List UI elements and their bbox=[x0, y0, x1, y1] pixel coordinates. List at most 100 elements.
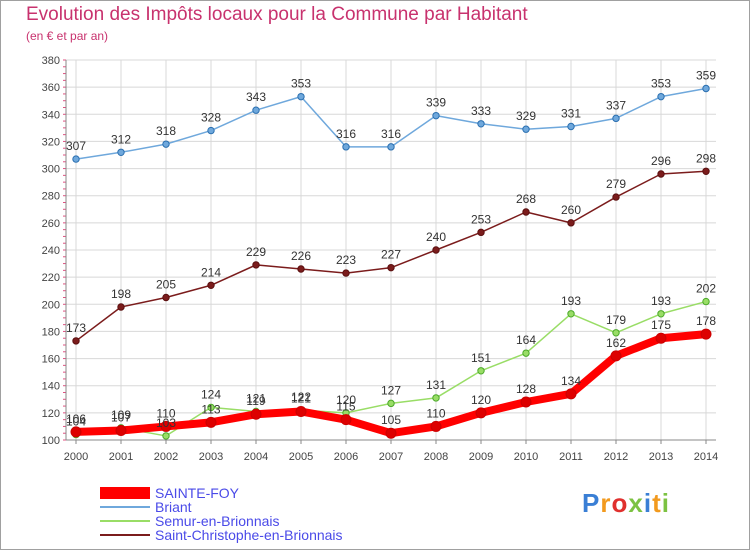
data-label: 240 bbox=[426, 230, 446, 244]
data-point bbox=[207, 403, 215, 412]
data-label: 122 bbox=[291, 390, 311, 404]
data-label: 226 bbox=[291, 249, 311, 263]
y-tick-label: 220 bbox=[42, 272, 60, 284]
data-point bbox=[387, 399, 395, 408]
logo-letter: i bbox=[661, 488, 670, 518]
legend: SAINTE-FOYBriantSemur-en-BrionnaisSaint-… bbox=[100, 485, 343, 543]
data-point bbox=[522, 349, 530, 357]
data-label: 178 bbox=[696, 314, 716, 328]
logo-letter: i bbox=[643, 488, 653, 518]
data-label: 339 bbox=[426, 96, 446, 110]
legend-label: Saint-Christophe-en-Brionnais bbox=[155, 527, 343, 543]
data-label: 229 bbox=[246, 245, 266, 259]
data-point bbox=[387, 263, 395, 272]
x-tick-label: 2011 bbox=[559, 451, 583, 463]
data-point bbox=[342, 269, 350, 277]
data-label: 164 bbox=[516, 333, 536, 347]
data-point bbox=[702, 297, 710, 306]
data-label: 128 bbox=[516, 382, 536, 396]
x-tick-label: 2013 bbox=[649, 451, 673, 463]
data-label: 106 bbox=[66, 412, 86, 426]
data-label: 193 bbox=[561, 294, 581, 308]
x-tick-label: 2001 bbox=[109, 451, 133, 463]
data-label: 162 bbox=[606, 336, 626, 350]
y-tick-label: 120 bbox=[42, 408, 60, 420]
chart-title: Evolution des Impôts locaux pour la Comm… bbox=[26, 4, 528, 25]
data-point bbox=[477, 228, 485, 237]
data-point bbox=[567, 122, 575, 131]
y-tick-label: 100 bbox=[42, 435, 60, 447]
logo-letter: t bbox=[652, 488, 662, 518]
data-label: 316 bbox=[381, 127, 401, 141]
data-point bbox=[250, 408, 262, 420]
data-point bbox=[342, 143, 350, 151]
data-label: 253 bbox=[471, 212, 491, 226]
data-point bbox=[207, 126, 215, 135]
data-label: 312 bbox=[111, 132, 131, 146]
data-label: 110 bbox=[156, 406, 175, 420]
data-label: 268 bbox=[516, 192, 536, 206]
y-tick-label: 360 bbox=[42, 82, 60, 94]
data-point bbox=[205, 416, 217, 428]
data-label: 298 bbox=[696, 151, 716, 165]
x-tick-label: 2010 bbox=[514, 451, 538, 463]
y-tick-label: 160 bbox=[42, 354, 60, 366]
data-label: 202 bbox=[696, 282, 716, 296]
y-tick-label: 140 bbox=[42, 381, 60, 393]
data-point bbox=[657, 310, 665, 318]
data-label: 343 bbox=[246, 90, 266, 104]
y-tick-label: 240 bbox=[42, 245, 60, 257]
data-label: 296 bbox=[651, 154, 671, 168]
data-point bbox=[567, 310, 575, 318]
data-point bbox=[297, 265, 305, 273]
data-label: 121 bbox=[246, 392, 266, 406]
data-label: 214 bbox=[201, 265, 221, 279]
data-point bbox=[700, 328, 712, 340]
data-label: 105 bbox=[381, 413, 401, 427]
data-point bbox=[70, 426, 82, 438]
x-tick-label: 2005 bbox=[289, 451, 313, 463]
data-label: 104 bbox=[66, 415, 86, 429]
legend-label: Semur-en-Brionnais bbox=[155, 513, 280, 529]
x-tick-label: 2003 bbox=[199, 451, 223, 463]
proxiti-logo: Proxiti bbox=[582, 488, 670, 519]
x-tick-label: 2002 bbox=[154, 451, 178, 463]
data-label: 328 bbox=[201, 111, 221, 125]
y-tick-label: 180 bbox=[42, 326, 60, 338]
data-point bbox=[162, 432, 170, 440]
data-point bbox=[72, 337, 80, 345]
logo-letter: r bbox=[600, 488, 612, 518]
data-point bbox=[252, 261, 260, 269]
data-point bbox=[162, 293, 170, 302]
y-tick-label: 320 bbox=[42, 136, 60, 148]
data-label: 124 bbox=[201, 387, 221, 401]
data-label: 103 bbox=[156, 416, 176, 430]
data-point bbox=[655, 332, 667, 344]
data-label: 120 bbox=[336, 393, 356, 407]
data-point bbox=[567, 219, 575, 227]
data-point bbox=[297, 92, 305, 101]
data-label: 179 bbox=[606, 313, 626, 327]
data-label: 173 bbox=[66, 321, 86, 335]
data-point bbox=[207, 281, 215, 289]
y-tick-label: 300 bbox=[42, 164, 60, 176]
data-point bbox=[387, 143, 395, 151]
data-point bbox=[340, 414, 352, 426]
data-point bbox=[115, 425, 127, 436]
x-tick-label: 2004 bbox=[244, 451, 268, 463]
logo-letter: P bbox=[582, 488, 601, 518]
data-label: 329 bbox=[516, 109, 536, 123]
data-label: 260 bbox=[561, 203, 581, 217]
data-label: 353 bbox=[291, 77, 311, 91]
data-point bbox=[610, 350, 622, 362]
data-label: 115 bbox=[336, 400, 355, 414]
data-label: 307 bbox=[66, 139, 86, 153]
data-point bbox=[702, 84, 710, 93]
data-point bbox=[295, 406, 307, 417]
x-tick-label: 2008 bbox=[424, 451, 448, 463]
data-label: 337 bbox=[606, 98, 626, 112]
series-layer bbox=[70, 84, 712, 440]
data-label: 119 bbox=[246, 394, 265, 408]
data-label: 331 bbox=[561, 107, 581, 121]
